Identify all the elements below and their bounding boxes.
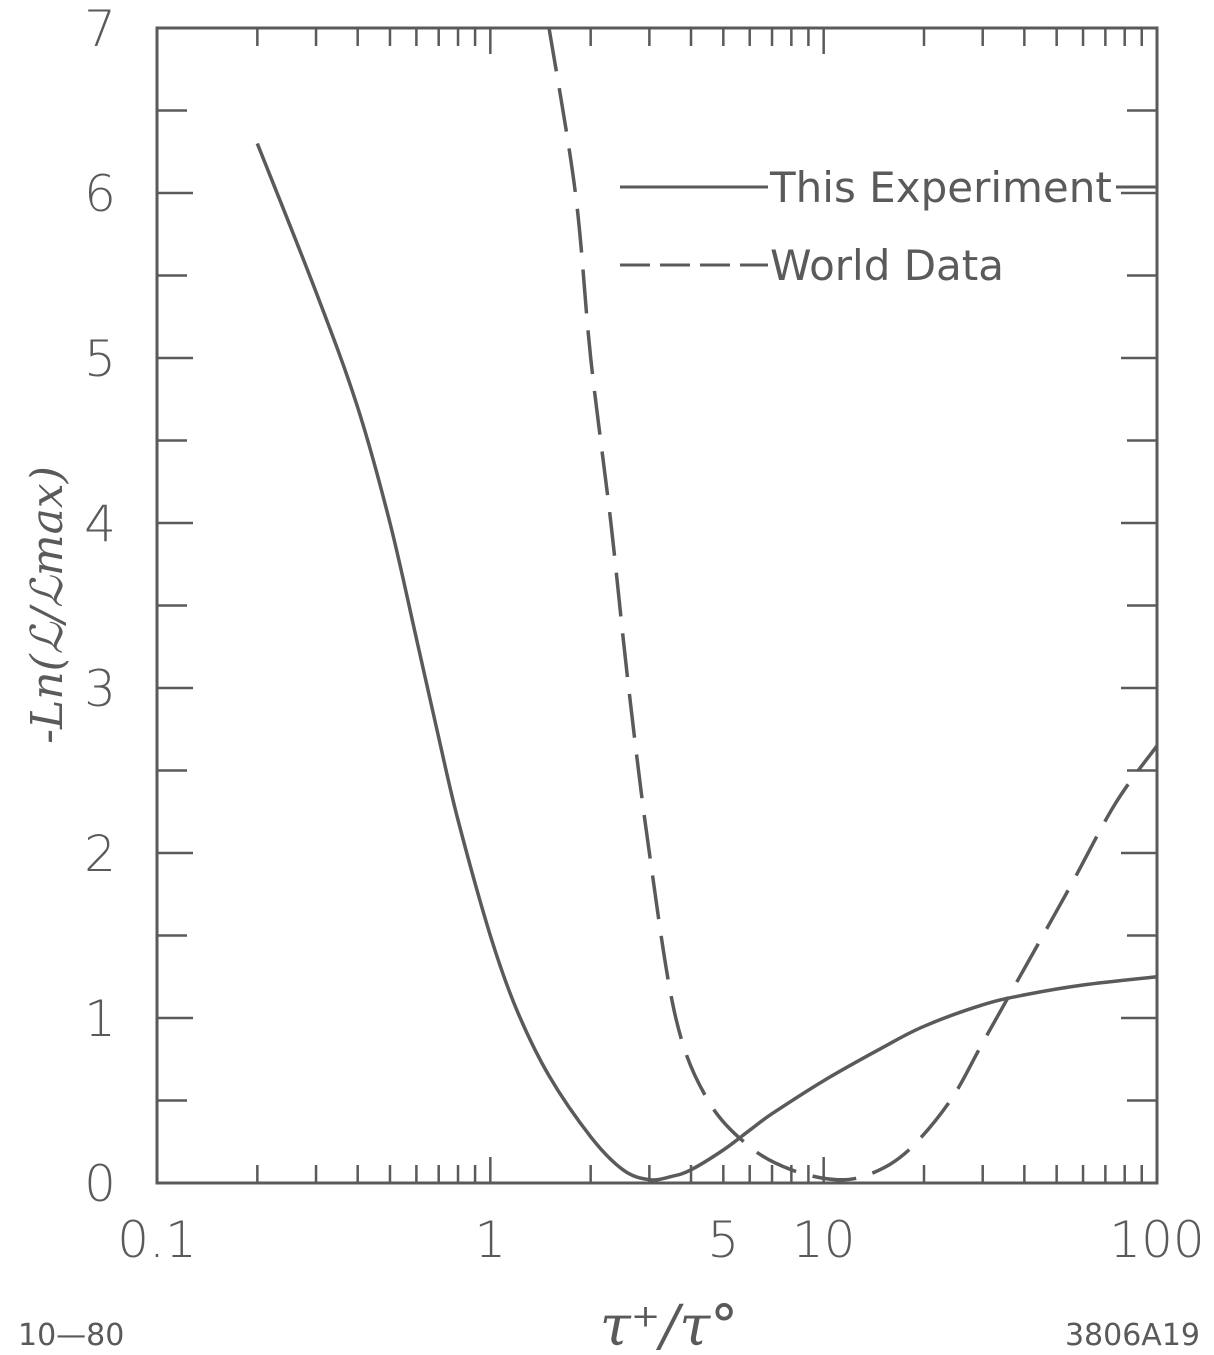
y-tick-label: 3 (84, 660, 116, 718)
y-tick-label: 0 (84, 1155, 116, 1213)
y-tick-label: 7 (84, 0, 116, 58)
x-tick-label: 0.1 (117, 1211, 197, 1269)
x-tick-label: 10 (792, 1211, 856, 1269)
x-tick-label: 1 (474, 1211, 506, 1269)
y-tick-label: 1 (84, 990, 116, 1048)
y-tick-label: 5 (84, 330, 116, 388)
x-tick-label: 5 (707, 1211, 739, 1269)
date-code-label: 10—80 (18, 1318, 124, 1353)
x-axis-title: τ⁺/τ° (600, 1294, 738, 1355)
legend: This Experiment World Data (620, 163, 1157, 290)
legend-label-world-data: World Data (770, 241, 1004, 290)
y-tick-label: 2 (84, 825, 116, 883)
tick-labels-layer: 0.1 1 5 10 100 0 1 2 3 4 5 6 7 (84, 0, 1205, 1269)
series-layer (255, 27, 1159, 1182)
series-line-0 (255, 142, 1158, 1182)
legend-label-this-experiment: This Experiment (769, 163, 1112, 212)
axis-ticks-layer (157, 28, 1157, 1183)
y-axis-title: -Ln(ℒ/ℒmax) (22, 466, 73, 744)
x-tick-label: 100 (1109, 1211, 1204, 1269)
y-tick-label: 6 (84, 165, 116, 223)
figure-id-label: 3806A19 (1065, 1318, 1200, 1353)
series-line-1 (547, 27, 1159, 1182)
y-tick-label: 4 (84, 495, 116, 553)
